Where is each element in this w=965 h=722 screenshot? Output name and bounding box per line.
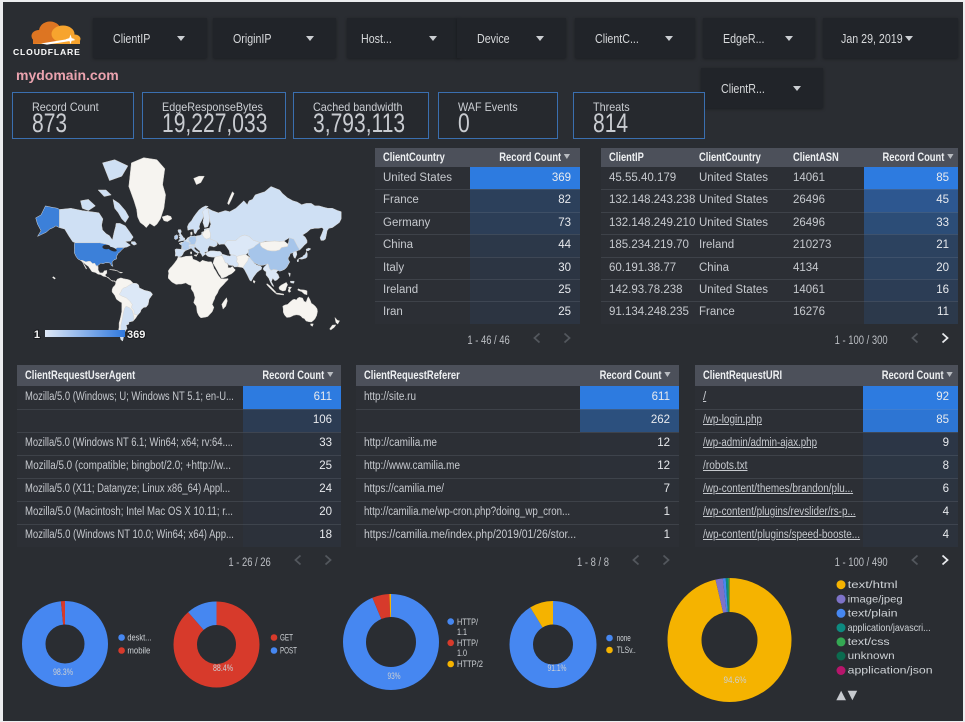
svg-text:HTTP/2: HTTP/2 [457, 659, 483, 670]
svg-text:369: 369 [127, 329, 145, 341]
svg-text:HTTP/: HTTP/ [457, 617, 478, 628]
svg-text:98.3%: 98.3% [53, 667, 73, 678]
svg-text:91.1%: 91.1% [548, 663, 567, 674]
svg-text:94.6%: 94.6% [724, 675, 747, 686]
svg-text:image/jpeg: image/jpeg [848, 593, 903, 605]
svg-text:text/html: text/html [848, 579, 898, 591]
svg-text:88.4%: 88.4% [213, 663, 233, 674]
svg-text:GET: GET [280, 633, 293, 644]
svg-text:text/css: text/css [848, 636, 890, 648]
svg-text:text/plain: text/plain [848, 608, 898, 620]
svg-text:none: none [617, 633, 631, 644]
svg-text:TLSv..: TLSv.. [617, 645, 636, 656]
svg-text:unknown: unknown [848, 650, 895, 662]
svg-text:mobile: mobile [127, 646, 150, 657]
svg-text:CLOUDFLARE: CLOUDFLARE [13, 47, 81, 57]
svg-text:1.0: 1.0 [457, 648, 467, 659]
svg-text:POST: POST [280, 646, 297, 657]
svg-text:93%: 93% [388, 671, 401, 682]
svg-text:deskt...: deskt... [127, 633, 151, 644]
svg-text:application/javascri...: application/javascri... [848, 622, 931, 634]
svg-text:application/json: application/json [848, 665, 933, 677]
svg-text:1: 1 [34, 329, 40, 341]
svg-text:1.1: 1.1 [457, 627, 467, 638]
svg-text:HTTP/: HTTP/ [457, 638, 478, 649]
